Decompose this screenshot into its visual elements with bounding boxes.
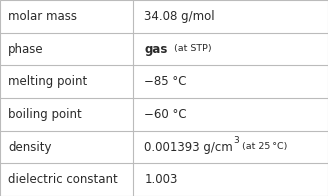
Text: −60 °C: −60 °C [144,108,187,121]
Text: 0.001393 g/cm: 0.001393 g/cm [144,141,233,153]
Text: 1.003: 1.003 [144,173,178,186]
Text: −85 °C: −85 °C [144,75,187,88]
Text: phase: phase [8,43,44,55]
Text: (at STP): (at STP) [174,44,212,54]
Text: dielectric constant: dielectric constant [8,173,118,186]
Text: boiling point: boiling point [8,108,82,121]
Text: gas: gas [144,43,168,55]
Text: molar mass: molar mass [8,10,77,23]
Text: (at 25 °C): (at 25 °C) [242,142,287,152]
Text: 34.08 g/mol: 34.08 g/mol [144,10,215,23]
Text: density: density [8,141,52,153]
Text: 3: 3 [233,136,239,145]
Text: melting point: melting point [8,75,88,88]
